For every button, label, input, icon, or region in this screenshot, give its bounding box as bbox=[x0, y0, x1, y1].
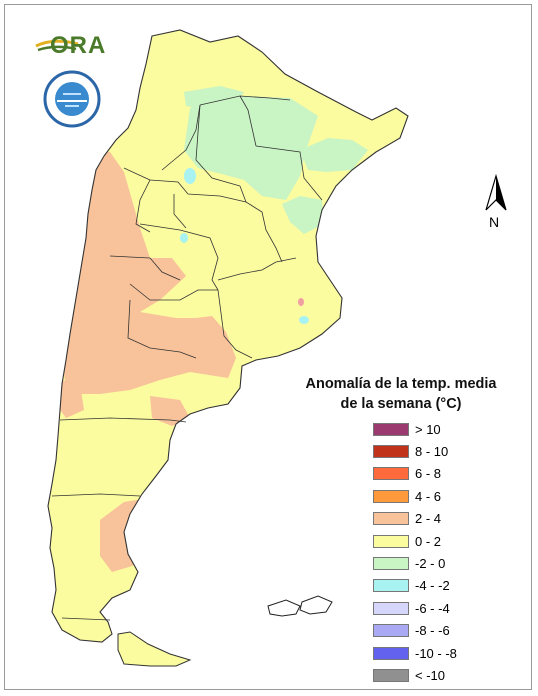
legend-swatch bbox=[373, 624, 409, 638]
legend-item: 4 - 6 bbox=[373, 485, 457, 507]
legend-item: 8 - 10 bbox=[373, 440, 457, 462]
province-boundaries bbox=[51, 95, 323, 621]
anomaly-zone-2-4-southwest bbox=[56, 380, 84, 418]
legend-swatch bbox=[373, 534, 409, 548]
north-arrow: N bbox=[482, 173, 510, 230]
anomaly-zone-2-4-central bbox=[150, 396, 190, 426]
legend-item: -2 - 0 bbox=[373, 552, 457, 574]
legend-swatch bbox=[373, 445, 409, 459]
anomaly-zone-minus4-2-spot bbox=[180, 233, 188, 243]
legend-label: > 10 bbox=[415, 421, 441, 437]
legend-title-line1: Anomalía de la temp. media bbox=[305, 376, 497, 392]
legend-label: 4 - 6 bbox=[415, 488, 442, 504]
legend-item: 2 - 4 bbox=[373, 508, 457, 530]
legend-title-line2: de la semana (°C) bbox=[340, 396, 462, 412]
legend-swatch bbox=[373, 467, 409, 481]
anomaly-zone-minus2-0-north bbox=[184, 96, 318, 200]
legend-item: -10 - -8 bbox=[373, 642, 457, 664]
legend-label: 8 - 10 bbox=[415, 444, 449, 460]
legend-swatch bbox=[373, 668, 409, 682]
legend-label: 6 - 8 bbox=[415, 466, 442, 482]
anomaly-zone-minus2-0-northwest bbox=[184, 86, 244, 110]
legend-swatch bbox=[373, 646, 409, 660]
legend-label: 0 - 2 bbox=[415, 533, 442, 549]
ora-logo-swoosh-icon bbox=[35, 39, 79, 52]
legend-swatch bbox=[373, 601, 409, 615]
legend-item: -8 - -6 bbox=[373, 620, 457, 642]
legend-item: 0 - 2 bbox=[373, 530, 457, 552]
legend-swatch bbox=[373, 557, 409, 571]
north-label: N bbox=[489, 214, 500, 230]
legend-item: -6 - -4 bbox=[373, 597, 457, 619]
legend-swatch bbox=[373, 422, 409, 436]
legend-label: -2 - 0 bbox=[415, 556, 446, 572]
anomaly-zone-minus2-0-east bbox=[282, 196, 324, 234]
tierra-del-fuego bbox=[117, 631, 192, 667]
anomaly-zone-2-4-spot bbox=[298, 298, 304, 306]
ora-logo: ORA bbox=[34, 30, 107, 60]
legend-swatch bbox=[373, 512, 409, 526]
legend-label: < -10 bbox=[415, 667, 445, 683]
legend-item: < -10 bbox=[373, 664, 457, 686]
anomaly-zone-minus4-2-spot bbox=[299, 316, 309, 324]
seal-emblem-icon bbox=[43, 70, 101, 128]
anomaly-zone-2-4-west bbox=[60, 150, 236, 394]
north-arrow-icon bbox=[485, 173, 507, 211]
legend-label: -6 - -4 bbox=[415, 600, 450, 616]
anomaly-zone-minus4-2-spot bbox=[184, 168, 196, 184]
legend-label: -10 - -8 bbox=[415, 645, 457, 661]
national-seal-logo bbox=[43, 70, 101, 128]
ora-logo-text: ORA bbox=[50, 32, 107, 59]
legend-item: > 10 bbox=[373, 418, 457, 440]
legend-item: -4 - -2 bbox=[373, 575, 457, 597]
anomaly-zone-minus2-0-northeast bbox=[300, 138, 368, 172]
legend-title: Anomalía de la temp. media de la semana … bbox=[290, 374, 512, 414]
malvinas-islands bbox=[267, 595, 333, 617]
legend-label: -4 - -2 bbox=[415, 578, 450, 594]
legend: > 10 8 - 10 6 - 8 4 - 6 2 - 4 0 - 2 -2 -… bbox=[373, 418, 457, 687]
legend-swatch bbox=[373, 489, 409, 503]
legend-label: -8 - -6 bbox=[415, 623, 450, 639]
legend-item: 6 - 8 bbox=[373, 463, 457, 485]
legend-swatch bbox=[373, 579, 409, 593]
legend-label: 2 - 4 bbox=[415, 511, 442, 527]
